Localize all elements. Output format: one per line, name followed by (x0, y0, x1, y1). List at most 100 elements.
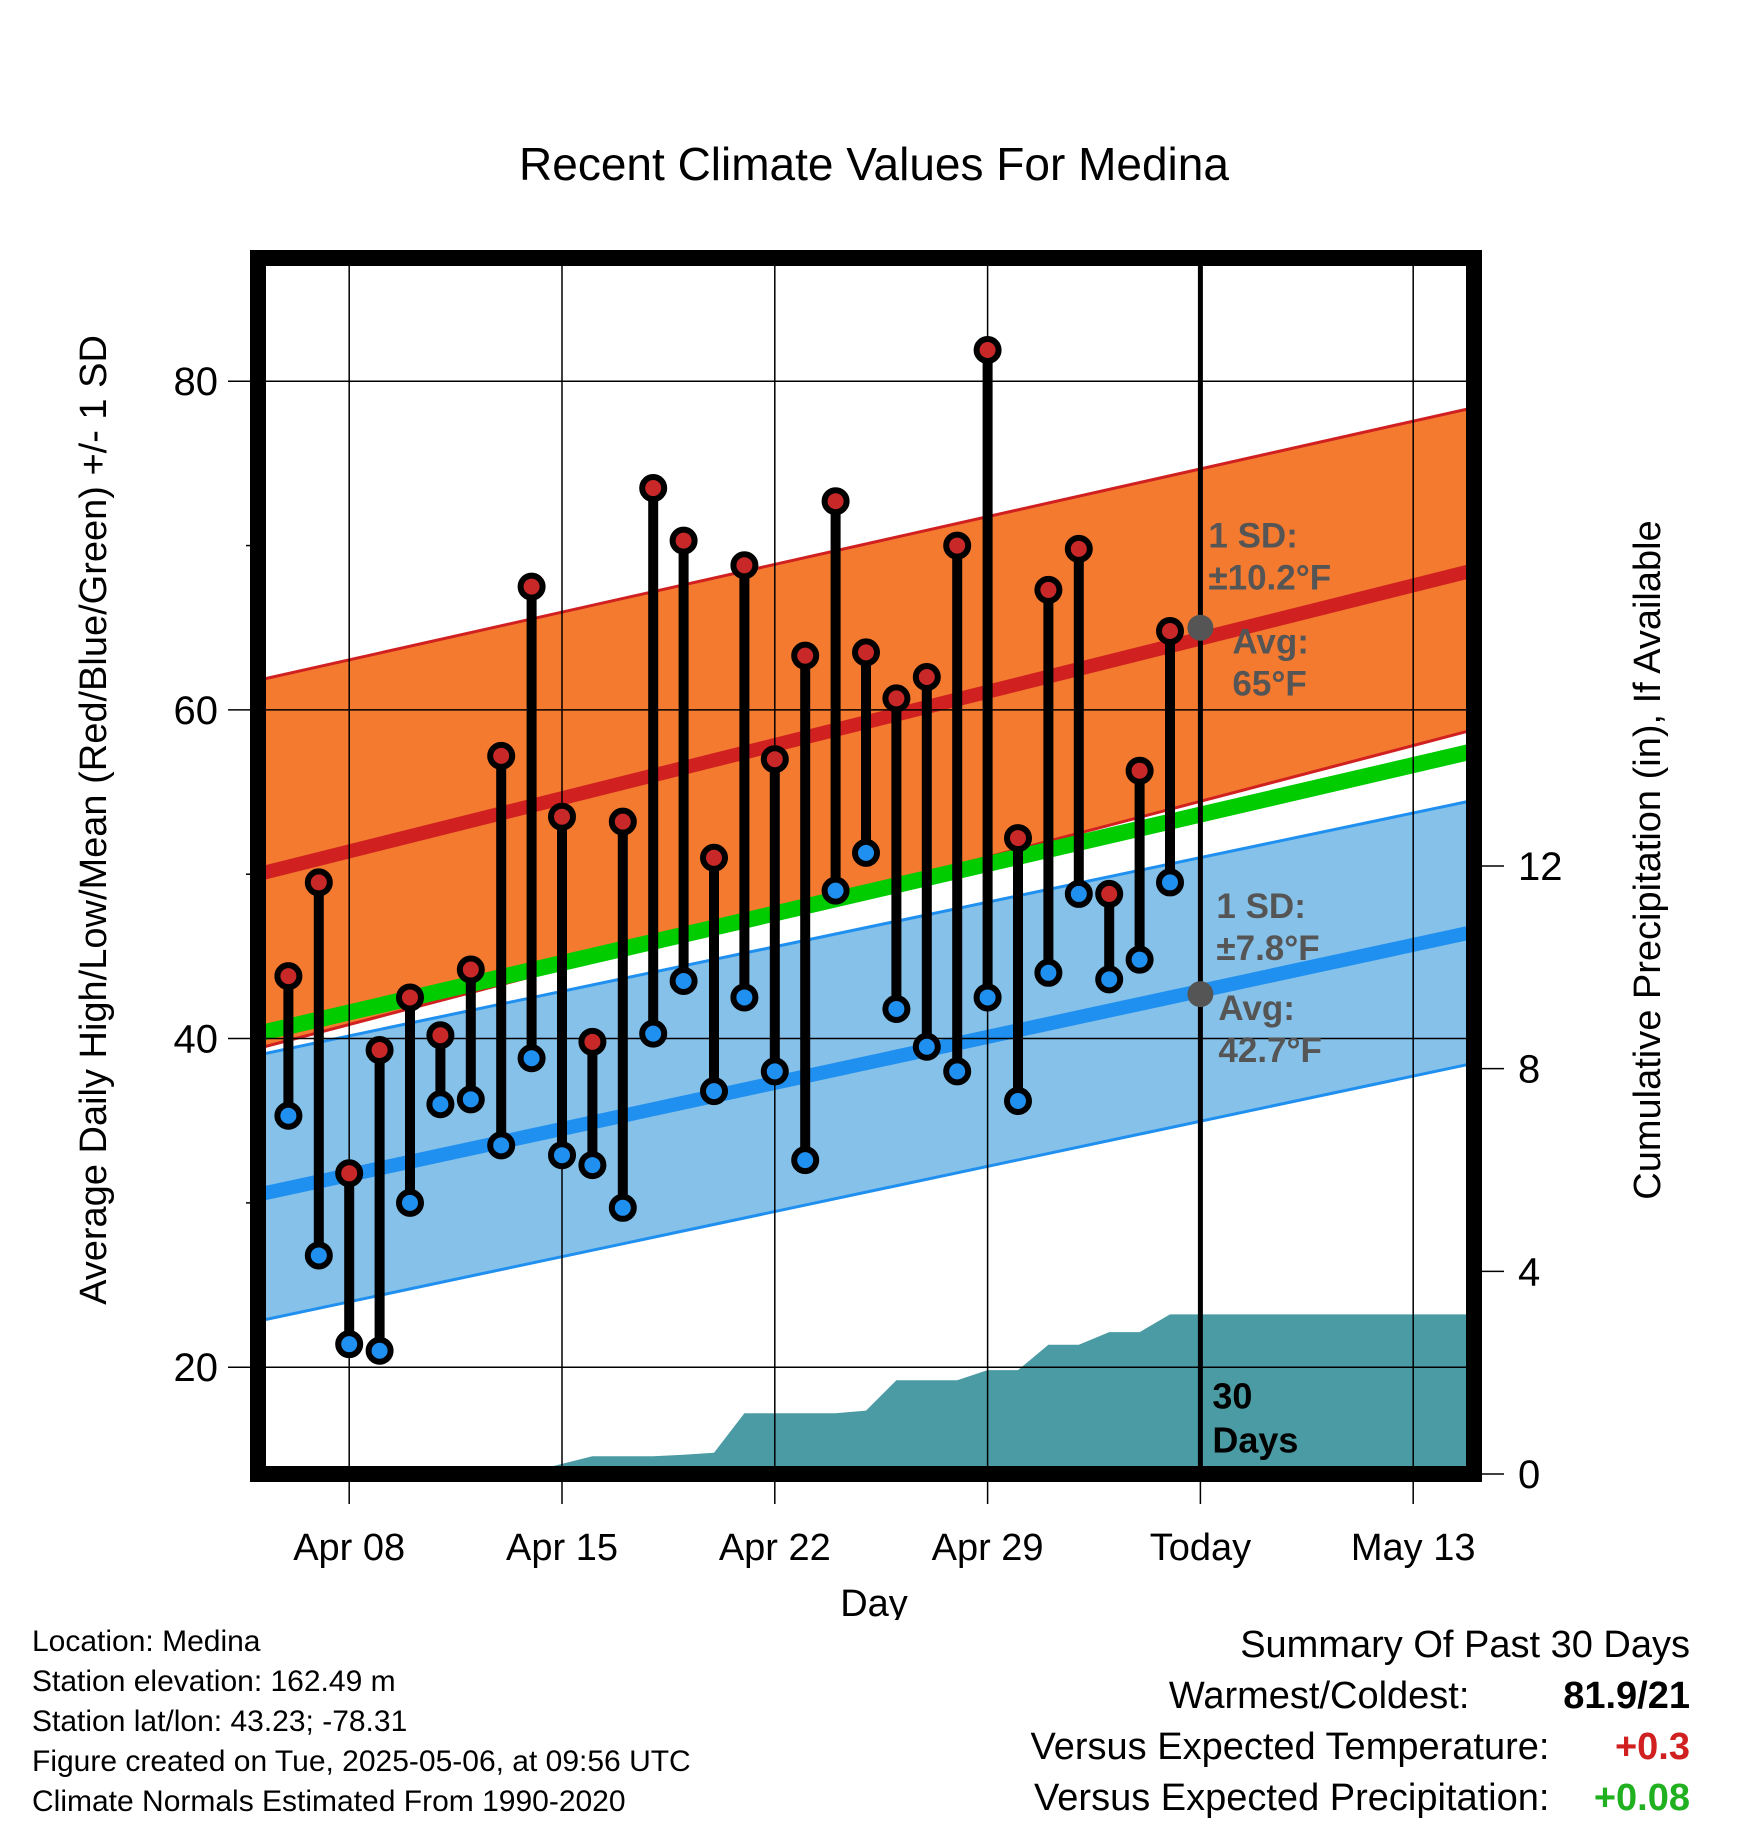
info-normals: Climate Normals Estimated From 1990-2020 (32, 1785, 626, 1818)
y-axis-label-right: Cumulative Precipitation (in), If Availa… (1627, 520, 1669, 1199)
low-point (396, 1188, 424, 1217)
days-annotation: 30 (1212, 1375, 1252, 1416)
high-point (760, 745, 789, 774)
low-sd-annotation: ±7.8°F (1216, 929, 1319, 968)
low-avg-marker (1187, 981, 1214, 1008)
low-point (912, 1032, 941, 1061)
precip-label: Versus Expected Precipitation: (1034, 1777, 1550, 1819)
high-avg-annotation: Avg: (1232, 623, 1308, 662)
low-point (730, 983, 759, 1012)
y-right-tick-label: 8 (1518, 1048, 1540, 1092)
high-point (912, 663, 941, 692)
low-point (760, 1057, 789, 1086)
low-point (1064, 879, 1093, 908)
summary-panel: Summary Of Past 30 Days Warmest/Coldest:… (1031, 1624, 1690, 1828)
x-tick-label: May 13 (1351, 1527, 1476, 1569)
y-left-tick-label: 60 (174, 689, 219, 733)
high-point (517, 572, 546, 601)
low-point (517, 1044, 546, 1073)
low-point (669, 967, 698, 996)
low-avg-annotation: 42.7°F (1218, 1031, 1322, 1070)
high-point (943, 531, 972, 560)
high-avg-annotation: 65°F (1232, 665, 1306, 704)
mean-normal-line (258, 743, 1474, 1042)
high-point (882, 684, 911, 713)
high-point (639, 474, 668, 503)
plot-content (258, 258, 1474, 1474)
high-point (304, 868, 333, 897)
x-tick-label: Apr 29 (932, 1527, 1044, 1569)
high-point (1125, 756, 1154, 785)
low-point (456, 1085, 485, 1114)
low-point (487, 1131, 516, 1160)
low-point (973, 983, 1002, 1012)
low-point (821, 876, 850, 905)
low-sd-annotation: 1 SD: (1216, 887, 1305, 926)
high-point (821, 487, 850, 516)
high-point (852, 638, 880, 667)
low-point (791, 1146, 820, 1175)
high-point (335, 1159, 364, 1188)
climate-chart: Recent Climate Values For Medina 1 SD:±1… (73, 138, 1669, 1620)
low-point (578, 1151, 607, 1180)
high-point (700, 843, 728, 872)
high-upper-line (258, 406, 1474, 682)
y-axis-label-left: Average Daily High/Low/Mean (Red/Blue/Gr… (73, 335, 115, 1305)
high-point (669, 526, 698, 555)
high-point (608, 807, 637, 836)
low-point (882, 994, 911, 1023)
x-tick-label: Apr 15 (506, 1527, 618, 1569)
low-upper-line (258, 798, 1474, 1057)
high-point (791, 641, 820, 670)
high-point (426, 1021, 455, 1050)
high-point (396, 983, 424, 1012)
low-point (1095, 965, 1124, 994)
station-info: Location: Medina Station elevation: 162.… (32, 1622, 691, 1822)
y-left-tick-label: 20 (174, 1346, 219, 1390)
high-point (487, 741, 516, 770)
low-normal-line (258, 924, 1474, 1202)
low-point (426, 1090, 455, 1119)
high-sd-annotation: 1 SD: (1208, 517, 1297, 556)
high-point (1156, 617, 1184, 646)
info-location: Location: Medina (32, 1625, 261, 1658)
low-point (335, 1330, 364, 1359)
high-point (548, 802, 576, 831)
x-tick-label: Apr 22 (719, 1527, 831, 1569)
x-tick-label: Apr 08 (293, 1527, 405, 1569)
info-created: Figure created on Tue, 2025-05-06, at 09… (32, 1745, 691, 1778)
low-avg-annotation: Avg: (1218, 989, 1294, 1028)
high-point (973, 336, 1002, 365)
high-point (456, 955, 485, 984)
summary-precip: Versus Expected Precipitation: +0.08 (1031, 1777, 1690, 1828)
info-latlon: Station lat/lon: 43.23; -78.31 (32, 1705, 408, 1738)
x-axis-label: Day (840, 1583, 908, 1620)
low-point (1004, 1086, 1032, 1115)
low-point (365, 1336, 394, 1365)
chart-title: Recent Climate Values For Medina (519, 138, 1229, 190)
x-tick-label: Today (1150, 1527, 1251, 1569)
low-point (639, 1019, 668, 1048)
high-point (365, 1036, 394, 1065)
high-point (578, 1027, 607, 1056)
y-left-tick-label: 80 (174, 360, 219, 404)
temp-label: Versus Expected Temperature: (1030, 1726, 1550, 1768)
low-point (700, 1077, 728, 1106)
high-sd-annotation: ±10.2°F (1208, 559, 1331, 598)
low-point (548, 1141, 576, 1170)
high-point (730, 551, 759, 580)
y-left-tick-label: 40 (174, 1018, 219, 1062)
warm-cold-label: Warmest/Coldest: (1168, 1675, 1470, 1717)
days-annotation: Days (1212, 1419, 1298, 1460)
low-point (304, 1241, 333, 1270)
y-right-tick-label: 4 (1518, 1250, 1540, 1294)
high-avg-marker (1187, 614, 1214, 641)
high-point (274, 962, 303, 991)
info-elevation: Station elevation: 162.49 m (32, 1665, 396, 1698)
precip-area (258, 1314, 1474, 1474)
low-point (1034, 958, 1063, 987)
low-point (1156, 868, 1184, 897)
high-point (1004, 824, 1032, 853)
high-point (1034, 575, 1063, 604)
